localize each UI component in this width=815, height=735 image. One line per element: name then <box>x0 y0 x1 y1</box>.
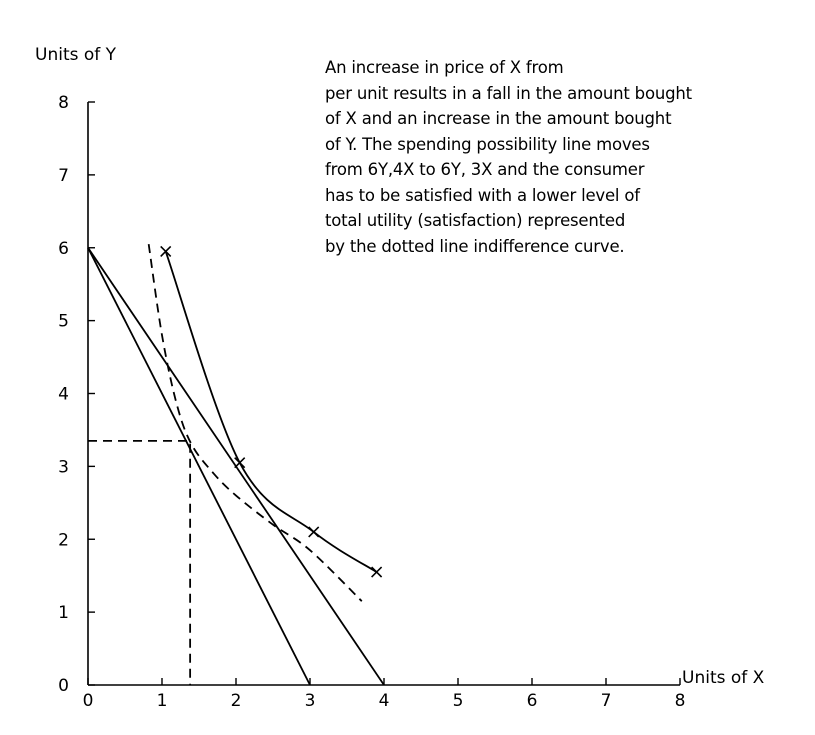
x-tick-label: 2 <box>231 691 242 711</box>
indifference-curve-solid <box>164 251 378 573</box>
x-tick-label: 4 <box>379 691 390 711</box>
x-marker <box>371 566 383 578</box>
x-tick-label: 8 <box>675 691 686 711</box>
y-tick-label: 1 <box>58 603 69 623</box>
annotation-line: total utility (satisfaction) represented <box>325 211 626 230</box>
x-tick-label: 6 <box>527 691 538 711</box>
annotation-line: of Y. The spending possibility line move… <box>325 134 650 154</box>
x-marker <box>308 526 320 538</box>
x-axis-label: Units of X <box>682 668 765 688</box>
annotation-line: of X and an increase in the amount bough… <box>325 109 672 128</box>
markers-layer <box>160 245 383 578</box>
x-tick-label: 3 <box>305 691 316 711</box>
y-tick-label: 2 <box>58 530 69 550</box>
budget-line-solid <box>87 247 311 686</box>
y-tick-label: 4 <box>58 385 69 405</box>
x-tick-label: 1 <box>157 691 168 711</box>
annotation-text: An increase in price of X from per unit … <box>325 55 805 259</box>
series-layer <box>87 243 385 686</box>
x-tick-label: 7 <box>601 691 612 711</box>
y-tick-label: 7 <box>58 166 69 186</box>
y-axis-label: Units of Y <box>35 45 117 65</box>
annotation-line: from 6Y,4X to 6Y, 3X and the consumer <box>325 160 645 179</box>
y-tick-label: 5 <box>58 312 69 332</box>
annotation-line: by the dotted line indifference curve. <box>325 236 625 256</box>
x-marker <box>160 245 172 257</box>
annotation-line: per unit results in a fall in the amount… <box>325 83 692 103</box>
x-tick-label: 5 <box>453 691 464 711</box>
y-tick-label: 0 <box>58 676 69 696</box>
y-tick-label: 3 <box>58 457 69 477</box>
ticks: 0 1 2 3 4 5 6 7 8 0 1 2 3 4 5 6 7 8 <box>58 93 685 711</box>
indifference-curve-dashed <box>147 243 363 602</box>
x-marker <box>234 457 246 469</box>
y-tick-label: 6 <box>58 239 69 259</box>
annotation-line: An increase in price of X from <box>325 58 564 77</box>
guide-line-dashed <box>88 439 192 685</box>
annotation-line: has to be satisfied with a lower level o… <box>325 185 640 205</box>
x-tick-label: 0 <box>83 691 94 711</box>
y-tick-label: 8 <box>58 93 69 113</box>
